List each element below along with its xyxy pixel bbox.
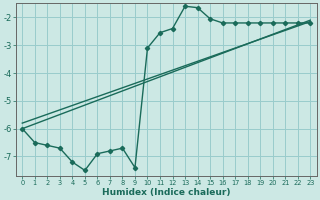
X-axis label: Humidex (Indice chaleur): Humidex (Indice chaleur) — [102, 188, 230, 197]
